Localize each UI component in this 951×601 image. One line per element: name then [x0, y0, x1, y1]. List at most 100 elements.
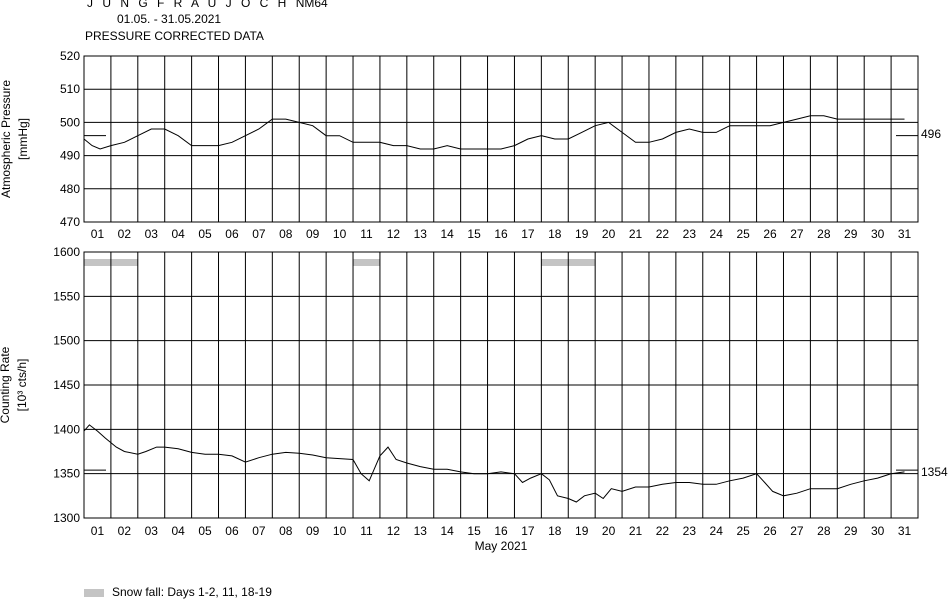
- x-tick-label: 10: [333, 227, 347, 241]
- snow-fall-bar: [353, 259, 380, 266]
- x-tick-label: 23: [683, 227, 697, 241]
- x-tick-label: 31: [898, 524, 912, 538]
- chart-subtitle: PRESSURE CORRECTED DATA: [85, 29, 264, 43]
- x-tick-label: 06: [225, 524, 239, 538]
- x-tick-label: 10: [333, 524, 347, 538]
- snow-fall-bar: [568, 259, 596, 266]
- x-tick-label: 13: [414, 524, 428, 538]
- x-tick-label: 18: [548, 227, 562, 241]
- y-tick-label: 1400: [53, 422, 80, 436]
- x-tick-label: 09: [306, 227, 320, 241]
- x-tick-label: 02: [118, 227, 132, 241]
- x-tick-label: 29: [844, 227, 858, 241]
- chart-title: J U N G F R A U J O C H NM64: [87, 0, 328, 10]
- x-tick-label: 28: [817, 227, 831, 241]
- x-tick-label: 07: [252, 227, 266, 241]
- x-tick-label: 29: [844, 524, 858, 538]
- y-tick-label: 510: [60, 82, 80, 96]
- chart-panel-1: 470 480 490 500 510 520 01 02 03 04 05 06 07 08 09 10 11…: [0, 49, 941, 241]
- y-tick-label: 1450: [53, 378, 80, 392]
- x-tick-label: 05: [198, 524, 212, 538]
- snow-fall-bar: [541, 259, 569, 266]
- series-line: [83, 424, 905, 503]
- y-axis-unit: [mmHg]: [16, 118, 30, 160]
- x-tick-label: 04: [171, 524, 185, 538]
- x-tick-label: 17: [521, 227, 535, 241]
- x-tick-label: 30: [871, 227, 885, 241]
- x-tick-label: 03: [145, 524, 159, 538]
- x-tick-label: 17: [521, 524, 535, 538]
- x-tick-label: 06: [225, 227, 239, 241]
- x-tick-label: 08: [279, 524, 293, 538]
- plot-frame: [83, 55, 919, 223]
- snow-legend-label: Snow fall: Days 1-2, 11, 18-19: [112, 585, 272, 599]
- x-tick-label: 16: [494, 227, 508, 241]
- x-tick-label: 24: [710, 524, 724, 538]
- x-tick-label: 31: [898, 227, 912, 241]
- x-tick-label: 25: [736, 524, 750, 538]
- x-tick-label: 15: [467, 524, 481, 538]
- x-tick-label: 20: [602, 227, 616, 241]
- x-tick-label: 11: [360, 227, 373, 241]
- x-tick-label: 05: [198, 227, 212, 241]
- y-axis-label: Counting Rate: [0, 346, 12, 423]
- x-tick-label: 19: [575, 524, 589, 538]
- snow-fall-bar: [110, 259, 138, 266]
- x-tick-label: 14: [441, 227, 455, 241]
- station-name: J U N G F R A U J O C H: [87, 0, 290, 10]
- x-tick-label: 16: [494, 524, 508, 538]
- x-tick-label: 22: [656, 524, 670, 538]
- chart-panel-2: 1300 1350 1400 1450 1500 1550 1600 01 02 03 04 05 06…: [0, 245, 948, 553]
- snow-fall-bar: [84, 259, 111, 266]
- y-tick-label: 1350: [53, 467, 80, 481]
- x-tick-label: 12: [387, 524, 401, 538]
- y-tick-label: 1550: [53, 289, 80, 303]
- x-tick-label: 25: [736, 227, 750, 241]
- x-tick-label: 15: [467, 227, 481, 241]
- y-tick-label: 520: [60, 49, 80, 63]
- y-tick-label: 1500: [53, 334, 80, 348]
- y-tick-label: 490: [60, 149, 80, 163]
- y-tick-label: 500: [60, 115, 80, 129]
- snow-legend-swatch: [84, 589, 104, 597]
- date-range: 01.05. - 31.05.2021: [117, 12, 222, 26]
- x-tick-label: 28: [817, 524, 831, 538]
- x-tick-label: 09: [306, 524, 320, 538]
- x-tick-label: 26: [763, 227, 777, 241]
- x-tick-label: 08: [279, 227, 293, 241]
- y-tick-label: 480: [60, 182, 80, 196]
- x-tick-label: 14: [441, 524, 455, 538]
- x-tick-label: 13: [414, 227, 428, 241]
- y-axis-label: Atmospheric Pressure: [0, 80, 13, 198]
- x-tick-label: 20: [602, 524, 616, 538]
- x-tick-label: 04: [171, 227, 185, 241]
- x-tick-label: 03: [145, 227, 159, 241]
- x-tick-label: 02: [118, 524, 132, 538]
- reference-value-label: 496: [921, 127, 941, 141]
- series-line: [83, 115, 905, 150]
- x-tick-label: 21: [629, 227, 643, 241]
- y-tick-label: 470: [60, 215, 80, 229]
- x-tick-label: 24: [710, 227, 724, 241]
- x-tick-label: 30: [871, 524, 885, 538]
- x-tick-label: 21: [629, 524, 643, 538]
- x-tick-label: 01: [91, 227, 105, 241]
- x-tick-label: 11: [360, 524, 373, 538]
- x-tick-label: 27: [790, 524, 804, 538]
- x-tick-label: 18: [548, 524, 562, 538]
- reference-value-label: 1354: [921, 465, 948, 479]
- x-tick-label: 23: [683, 524, 697, 538]
- x-tick-label: 12: [387, 227, 401, 241]
- x-tick-label: 19: [575, 227, 589, 241]
- y-tick-label: 1300: [53, 511, 80, 525]
- y-axis-unit: [10³ cts/h]: [15, 359, 29, 412]
- x-tick-label: 22: [656, 227, 670, 241]
- x-tick-label: 07: [252, 524, 266, 538]
- detector-type: NM64: [295, 0, 328, 10]
- x-tick-label: 01: [91, 524, 105, 538]
- x-tick-label: 26: [763, 524, 777, 538]
- y-tick-label: 1600: [53, 245, 80, 259]
- x-axis-label: May 2021: [475, 539, 528, 553]
- x-tick-label: 27: [790, 227, 804, 241]
